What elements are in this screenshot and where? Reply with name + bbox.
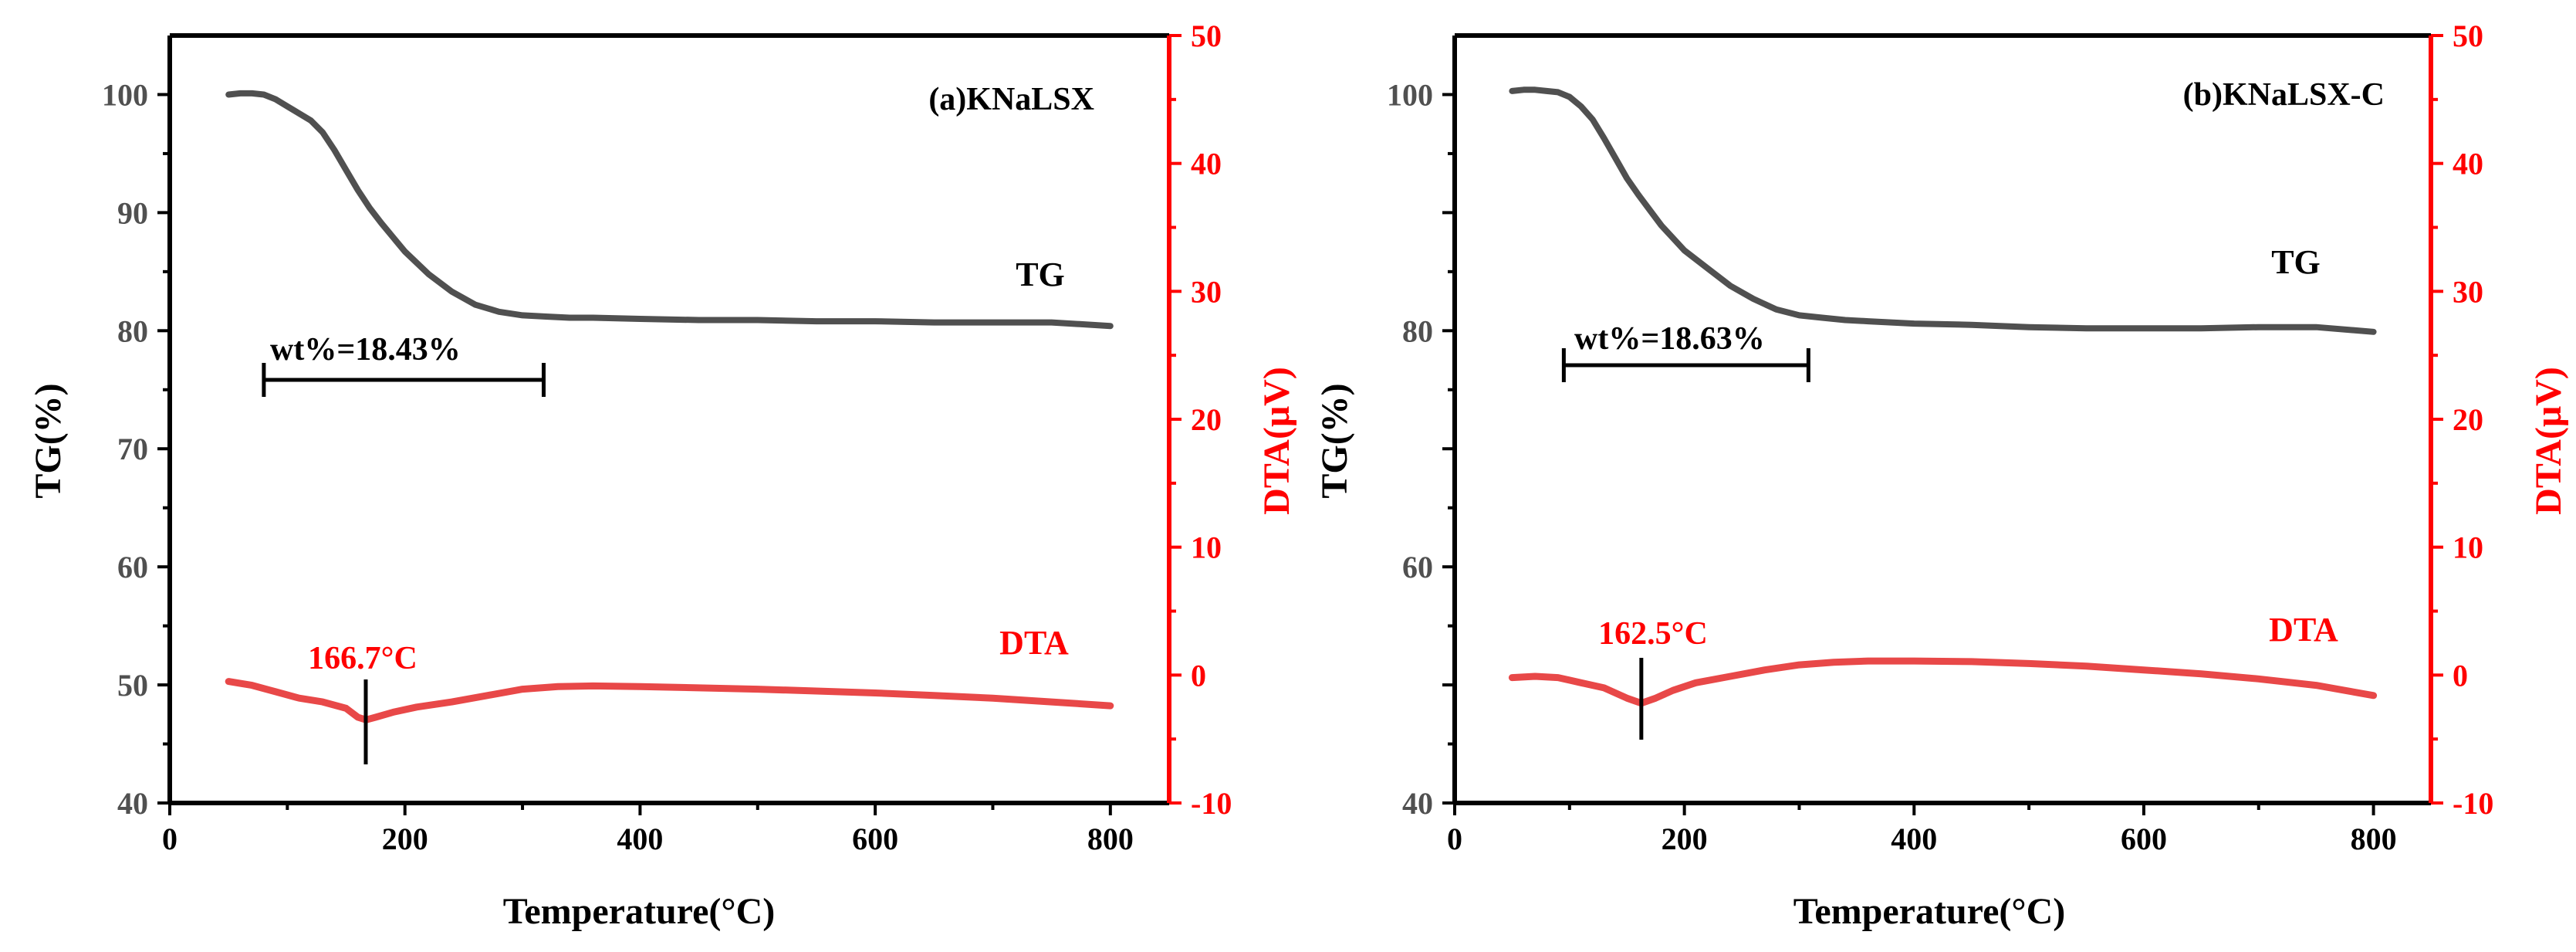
panel-a-y2-tick-label: 10 [1191, 530, 1222, 565]
panel-b-y-tick-label: 80 [1402, 313, 1433, 348]
panel-b-y2-tick-label: 50 [2453, 19, 2483, 53]
panel-b-x-tick-label: 0 [1447, 822, 1462, 856]
panel-b-x-tick-label: 200 [1662, 822, 1708, 856]
panel-b-tg-label: TG [2271, 243, 2321, 281]
panel-a-x-tick-label: 200 [382, 822, 428, 856]
panel-a-y2-tick-label: 40 [1191, 147, 1222, 181]
panel-a-x-axis-title: Temperature(°C) [503, 891, 775, 932]
panel-b-x-tick-label: 400 [1891, 822, 1937, 856]
panel-b-y-tick-label: 100 [1387, 77, 1433, 112]
panel-b-tg-series-line [1509, 86, 2377, 335]
panel-a-y2-tick-label: 20 [1191, 402, 1222, 437]
panel-b: (b)KNaLSX-C TG DTA wt%=18.63% 162.5°C Te… [1314, 77, 2569, 932]
panel-b-title: (b)KNaLSX-C [2183, 77, 2385, 113]
panel-a-y2-axis-title: DTA(μV) [1256, 367, 1297, 515]
panel-a-y2-tick-label: 30 [1191, 274, 1222, 309]
panel-b-y-axis-title: TG(%) [1314, 383, 1355, 498]
panel-b-y2-tick-label: 20 [2453, 402, 2483, 437]
panel-a-y-axis-title: TG(%) [28, 383, 69, 498]
panel-a-tg-label: TG [1016, 256, 1065, 293]
panel-a-x-tick-label: 400 [617, 822, 663, 856]
panel-b-x-axis-title: Temperature(°C) [1793, 891, 2065, 932]
panel-a-y-tick-label: 80 [117, 313, 148, 348]
panel-b-y2-axis-title: DTA(μV) [2528, 367, 2569, 515]
panel-b-x-tick-label: 800 [2351, 822, 2397, 856]
panel-a-peak-label: 166.7°C [308, 641, 418, 676]
panel-a-y-tick-label: 100 [102, 77, 148, 112]
panel-b-y-tick-label: 60 [1402, 550, 1433, 584]
panel-b-y-tick-label: 40 [1402, 786, 1433, 821]
panel-a-y-tick-label: 50 [117, 668, 148, 703]
panel-a-weight-loss-label: wt%=18.43% [270, 332, 461, 368]
panel-a-x-tick-label: 600 [852, 822, 898, 856]
panel-a: (a)KNaLSX TG DTA wt%=18.43% 166.7°C Temp… [28, 82, 1297, 932]
panel-b-peak-label: 162.5°C [1598, 616, 1708, 652]
panel-a-dta-series-line [225, 678, 1114, 723]
panel-a-y-tick-label: 60 [117, 550, 148, 584]
panel-a-x-tick-label: 0 [162, 822, 177, 856]
panel-b-y2-tick-label: 40 [2453, 147, 2483, 181]
panel-b-y2-tick-label: 30 [2453, 274, 2483, 309]
panel-a-y2-tick-label: 0 [1191, 658, 1206, 693]
panel-b-dta-label: DTA [2269, 611, 2338, 649]
panel-a-y-tick-label: 90 [117, 195, 148, 230]
panel-a-y-tick-label: 70 [117, 432, 148, 466]
panel-a-y2-tick-label: 50 [1191, 19, 1222, 53]
panel-a-y-tick-label: 40 [117, 786, 148, 821]
panel-b-y2-tick-label: -10 [2453, 786, 2493, 821]
panel-a-tg-series-line [225, 90, 1114, 330]
panel-b-y2-tick-label: 0 [2453, 658, 2468, 693]
panel-a-x-tick-label: 800 [1087, 822, 1134, 856]
panel-a-dta-label: DTA [999, 624, 1069, 662]
panel-b-x-tick-label: 600 [2121, 822, 2167, 856]
panel-a-y2-tick-label: -10 [1191, 786, 1232, 821]
panel-b-weight-loss-label: wt%=18.63% [1574, 321, 1765, 357]
panel-b-y2-tick-label: 10 [2453, 530, 2483, 565]
panel-a-title: (a)KNaLSX [928, 82, 1094, 117]
panel-b-dta-series-line [1508, 657, 2378, 707]
